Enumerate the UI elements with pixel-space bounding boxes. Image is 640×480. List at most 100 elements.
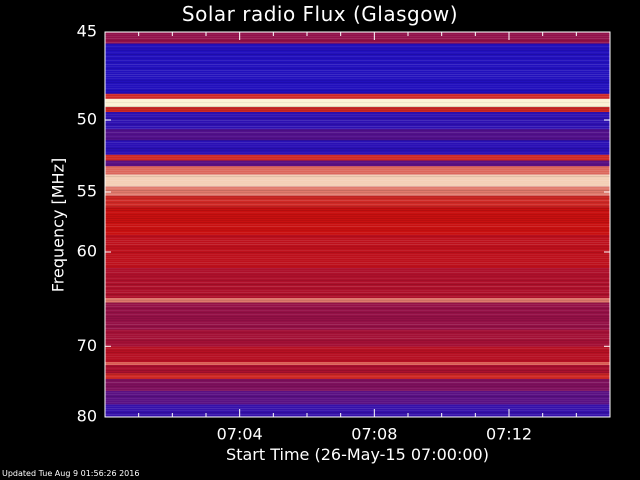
texture-line — [105, 408, 610, 409]
plot-frame — [104, 31, 611, 418]
frequency-band — [105, 346, 610, 362]
texture-line — [105, 46, 610, 47]
texture-line — [105, 108, 610, 109]
texture-line — [105, 120, 610, 121]
frequency-band — [105, 207, 610, 236]
texture-line — [105, 178, 610, 179]
texture-line — [105, 184, 610, 185]
texture-line — [105, 90, 610, 91]
texture-line — [105, 148, 610, 149]
texture-line — [105, 38, 610, 39]
texture-line — [105, 302, 610, 303]
texture-line — [105, 258, 610, 259]
texture-line — [105, 210, 610, 211]
texture-line — [105, 398, 610, 399]
texture-line — [105, 274, 610, 275]
frequency-band — [105, 186, 610, 196]
texture-line — [105, 370, 610, 371]
texture-line — [105, 330, 610, 331]
texture-line — [105, 412, 610, 413]
texture-line — [105, 94, 610, 95]
texture-line — [105, 72, 610, 73]
texture-line — [105, 286, 610, 287]
texture-line — [105, 84, 610, 85]
texture-line — [105, 56, 610, 57]
texture-line — [105, 364, 610, 365]
texture-line — [105, 192, 610, 193]
texture-line — [105, 216, 610, 217]
texture-line — [105, 382, 610, 383]
texture-line — [105, 142, 610, 143]
texture-line — [105, 82, 610, 83]
texture-line — [105, 76, 610, 77]
frequency-band — [105, 93, 610, 99]
texture-line — [105, 252, 610, 253]
texture-line — [105, 144, 610, 145]
texture-line — [105, 280, 610, 281]
texture-line — [105, 118, 610, 119]
frequency-band — [105, 98, 610, 108]
texture-line — [105, 334, 610, 335]
texture-line — [105, 122, 610, 123]
texture-line — [105, 100, 610, 101]
texture-line — [105, 104, 610, 105]
texture-line — [105, 180, 610, 181]
texture-line — [105, 322, 610, 323]
texture-line — [105, 52, 610, 53]
texture-line — [105, 378, 610, 379]
texture-line — [105, 146, 610, 147]
x-axis-label: Start Time (26-May-15 07:00:00) — [226, 445, 489, 464]
frequency-band — [105, 379, 610, 391]
texture-line — [105, 384, 610, 385]
frequency-band — [105, 107, 610, 112]
frequency-band — [105, 160, 610, 167]
x-tick-label: 07:12 — [486, 425, 532, 444]
texture-line — [105, 388, 610, 389]
texture-line — [105, 236, 610, 237]
texture-line — [105, 358, 610, 359]
texture-line — [105, 348, 610, 349]
texture-line — [105, 278, 610, 279]
frequency-band — [105, 390, 610, 405]
spectrogram-plot-area — [105, 32, 610, 417]
texture-line — [105, 208, 610, 209]
texture-line — [105, 224, 610, 225]
texture-line — [105, 262, 610, 263]
texture-line — [105, 254, 610, 255]
texture-line — [105, 86, 610, 87]
texture-line — [105, 60, 610, 61]
texture-line — [105, 130, 610, 131]
texture-line — [105, 352, 610, 353]
texture-line — [105, 116, 610, 117]
frequency-band — [105, 365, 610, 374]
texture-line — [105, 362, 610, 363]
frequency-band — [105, 129, 610, 141]
texture-line — [105, 182, 610, 183]
texture-line — [105, 310, 610, 311]
frequency-band — [105, 166, 610, 175]
texture-line — [105, 36, 610, 37]
texture-line — [105, 402, 610, 403]
texture-line — [105, 42, 610, 43]
frequency-band — [105, 195, 610, 208]
y-tick-label: 70 — [77, 336, 97, 355]
texture-line — [105, 128, 610, 129]
texture-line — [105, 214, 610, 215]
texture-line — [105, 136, 610, 137]
texture-line — [105, 88, 610, 89]
y-tick-label: 60 — [77, 242, 97, 261]
texture-line — [105, 342, 610, 343]
texture-line — [105, 202, 610, 203]
texture-line — [105, 346, 610, 347]
frequency-band — [105, 32, 610, 44]
texture-line — [105, 112, 610, 113]
texture-line — [105, 320, 610, 321]
texture-line — [105, 256, 610, 257]
texture-line — [105, 366, 610, 367]
chart-title: Solar radio Flux (Glasgow) — [181, 2, 459, 26]
texture-line — [105, 326, 610, 327]
texture-line — [105, 270, 610, 271]
texture-line — [105, 246, 610, 247]
texture-line — [105, 336, 610, 337]
